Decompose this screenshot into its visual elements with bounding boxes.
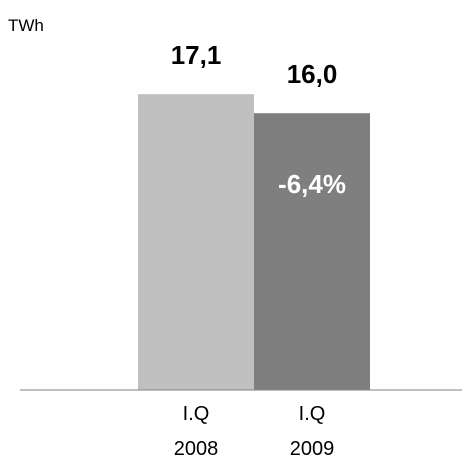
bar-1	[254, 113, 370, 390]
x-tick-label-0-line2: 2008	[174, 438, 219, 460]
unit-label: TWh	[8, 16, 44, 35]
value-label-0: 17,1	[171, 40, 222, 70]
x-tick-label-0-line1: I.Q	[183, 403, 210, 425]
value-label-1: 16,0	[287, 59, 338, 89]
change-annotation: -6,4%	[278, 169, 346, 199]
x-tick-label-1-line2: 2009	[290, 438, 335, 460]
x-tick-label-1-line1: I.Q	[299, 403, 326, 425]
bar-0	[138, 94, 254, 391]
